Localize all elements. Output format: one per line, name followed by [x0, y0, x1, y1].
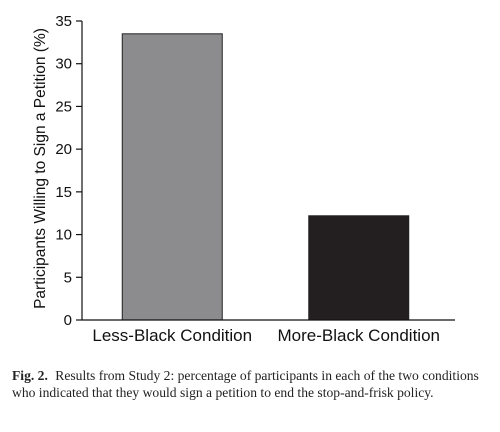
y-tick-label: 20	[55, 141, 72, 158]
caption-text: Results from Study 2: percentage of part…	[12, 368, 479, 400]
bars	[121, 33, 410, 321]
y-tick-label: 25	[55, 98, 72, 115]
x-axis: Less-Black Condition More-Black Condition	[82, 319, 455, 345]
y-tick-label: 10	[55, 227, 72, 244]
figure-caption: Fig. 2. Results from Study 2: percentage…	[12, 367, 494, 401]
x-category-label: Less-Black Condition	[92, 326, 252, 345]
y-tick-label: 15	[55, 184, 72, 201]
y-tick-label: 5	[64, 269, 72, 286]
y-axis: 0 5 10 15 20 25 30 35	[55, 13, 83, 329]
y-axis-title: Participants Willing to Sign a Petition …	[32, 28, 49, 309]
bar-less-black-condition	[121, 33, 223, 321]
y-tick-label: 30	[55, 56, 72, 73]
bar-more-black-condition	[308, 215, 410, 321]
y-tick-label: 35	[55, 13, 72, 30]
caption-label: Fig. 2.	[12, 368, 48, 383]
x-category-label: More-Black Condition	[277, 326, 440, 345]
y-tick-label: 0	[64, 312, 72, 329]
bar-chart: 0 5 10 15 20 25 30 35 Less-Black Condition More-…	[32, 13, 455, 345]
